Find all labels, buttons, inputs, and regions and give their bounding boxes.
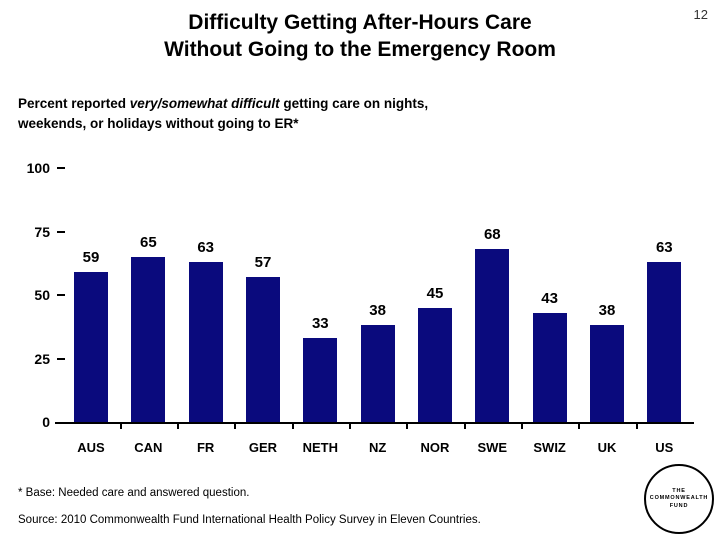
- bar-swiz: [532, 312, 567, 422]
- x-axis-line: [55, 422, 694, 424]
- bar-us: [647, 261, 682, 422]
- value-label-ger: 57: [254, 254, 272, 272]
- x-axis-tick-mark: [463, 423, 466, 429]
- category-label-us: US: [655, 440, 674, 455]
- bar-can: [131, 256, 166, 422]
- x-axis-tick-mark: [119, 423, 122, 429]
- footnote-source: Source: 2010 Commonwealth Fund Internati…: [18, 514, 481, 526]
- bar-ger: [245, 277, 280, 422]
- x-axis-tick-mark: [234, 423, 237, 429]
- y-axis-tick-label: 75: [34, 223, 50, 240]
- logo-line3: FUND: [669, 502, 689, 509]
- bar-nor: [417, 307, 452, 422]
- value-label-nor: 45: [426, 284, 444, 302]
- category-label-uk: UK: [597, 440, 617, 455]
- category-label-nz: NZ: [368, 440, 387, 455]
- y-axis-tick-label: 100: [26, 160, 50, 176]
- value-label-can: 65: [139, 233, 157, 251]
- x-axis-tick-mark: [177, 423, 180, 429]
- value-label-nz: 38: [369, 302, 386, 320]
- slide-title-line2: Without Going to the Emergency Room: [164, 38, 556, 61]
- bar-neth: [303, 338, 338, 422]
- value-label-fr: 63: [197, 238, 214, 256]
- value-label-swe: 68: [483, 226, 501, 244]
- value-label-aus: 59: [82, 249, 100, 267]
- y-axis-tick-label: 0: [42, 414, 50, 430]
- y-axis-tick-label: 50: [34, 287, 50, 303]
- commonwealth-fund-logo: THE COMMONWEALTH FUND: [644, 464, 714, 534]
- category-label-aus: AUS: [77, 440, 105, 455]
- y-axis-tick-mark: [57, 357, 65, 360]
- bar-nz: [360, 325, 395, 422]
- chart-subtitle-line1: Percent reported very/somewhat difficult…: [18, 94, 538, 114]
- x-axis-tick-mark: [349, 423, 352, 429]
- logo-line2: COMMONWEALTH: [649, 495, 709, 502]
- value-label-us: 63: [655, 238, 673, 256]
- subtitle-emphasis: very/somewhat difficult: [129, 96, 280, 111]
- bar-uk: [589, 325, 624, 422]
- x-axis-tick-mark: [578, 423, 581, 429]
- category-label-neth: NETH: [302, 440, 339, 455]
- slide-title: Difficulty Getting After-Hours Care With…: [0, 9, 720, 63]
- footnote-base: * Base: Needed care and answered questio…: [18, 487, 250, 499]
- category-label-fr: FR: [196, 440, 215, 455]
- y-axis-tick-mark: [57, 294, 65, 296]
- category-label-swe: SWE: [477, 440, 508, 455]
- category-label-nor: NOR: [420, 440, 450, 455]
- x-axis-tick-mark: [406, 423, 409, 429]
- value-label-neth: 33: [311, 315, 329, 333]
- logo-line1: THE: [672, 487, 686, 494]
- subtitle-prefix: Percent reported: [18, 96, 130, 111]
- value-label-uk: 38: [598, 302, 616, 320]
- bar-aus: [74, 272, 108, 422]
- value-label-swiz: 43: [541, 289, 558, 307]
- x-axis-tick-mark: [635, 423, 638, 429]
- category-label-ger: GER: [248, 440, 278, 455]
- chart-subtitle: Percent reported very/somewhat difficult…: [18, 94, 538, 134]
- bar-fr: [188, 261, 223, 422]
- category-label-can: CAN: [134, 440, 163, 455]
- page-number: 12: [693, 7, 708, 22]
- chart-subtitle-line2: weekends, or holidays without going to E…: [18, 116, 299, 131]
- bar-swe: [475, 249, 510, 422]
- slide-title-line1: Difficulty Getting After-Hours Care: [188, 11, 532, 34]
- y-axis-tick-mark: [57, 167, 65, 169]
- x-axis-tick-mark: [521, 423, 523, 429]
- y-axis-tick-mark: [57, 230, 65, 233]
- y-axis-tick-label: 25: [34, 350, 50, 367]
- category-label-swiz: SWIZ: [533, 440, 566, 455]
- subtitle-suffix: getting care on nights,: [279, 96, 429, 111]
- x-axis-tick-mark: [291, 423, 294, 429]
